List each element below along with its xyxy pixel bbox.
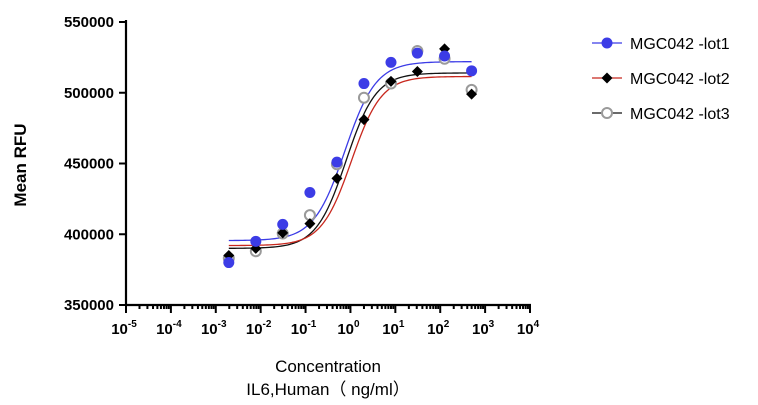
plot-area xyxy=(222,43,478,269)
data-point-lot1 xyxy=(385,56,397,68)
data-point-lot3 xyxy=(357,91,370,104)
legend-marker xyxy=(601,107,613,119)
x-tick-label: 10-5 xyxy=(111,319,137,338)
data-point-lot1 xyxy=(223,257,235,269)
x-axis-label-line2: IL6,Human（ ng/ml） xyxy=(246,380,409,399)
data-point-lot2 xyxy=(304,218,316,230)
x-tick-label: 101 xyxy=(382,319,405,338)
x-tick-label: 10-1 xyxy=(291,319,317,338)
y-tick-label: 400000 xyxy=(64,226,114,243)
legend-marker xyxy=(601,37,613,49)
x-tick-label: 10-2 xyxy=(246,319,272,338)
y-tick-label: 500000 xyxy=(64,85,114,102)
x-ticks: 10-5 10-4 10-3 10-2 10-1 100 101 102 103 104 xyxy=(111,305,540,338)
x-tick-label: 103 xyxy=(472,319,495,338)
x-tick-label: 100 xyxy=(337,319,360,338)
y-tick-label: 550000 xyxy=(64,14,114,31)
legend-label: MGC042 -lot2 xyxy=(630,71,730,88)
data-point-lot2 xyxy=(277,227,289,239)
legend-label: MGC042 -lot3 xyxy=(630,106,730,123)
y-tick-label: 450000 xyxy=(64,156,114,173)
data-point-lot2 xyxy=(411,66,423,78)
data-point-lot2 xyxy=(358,114,370,126)
data-point-lot1 xyxy=(411,47,423,59)
data-point-lot2 xyxy=(331,172,343,184)
data-point-lot1 xyxy=(331,156,343,168)
legend-label: MGC042 -lot1 xyxy=(630,36,730,53)
axes xyxy=(124,20,531,307)
x-tick-label: 10-4 xyxy=(156,319,182,338)
y-ticks: 350000 400000 450000 500000 550000 xyxy=(64,14,126,314)
data-point-lot1 xyxy=(466,65,478,77)
x-tick-label: 10-3 xyxy=(201,319,227,338)
y-tick-label: 350000 xyxy=(64,297,114,314)
legend-marker xyxy=(601,72,613,84)
legend: MGC042 -lot1 MGC042 -lot2 MGC042 -lot3 xyxy=(592,36,730,123)
fit-curve-3 xyxy=(228,72,472,249)
data-point-lot1 xyxy=(304,187,316,199)
data-point-lot1 xyxy=(250,235,262,247)
x-tick-label: 102 xyxy=(427,319,450,338)
data-point-lot2 xyxy=(466,88,478,100)
fit-curve-2 xyxy=(228,75,472,247)
fit-curve-1 xyxy=(228,61,472,242)
data-point-lot2 xyxy=(385,75,397,87)
data-point-lot1 xyxy=(277,218,289,230)
x-axis-label-line1: Concentration xyxy=(275,357,381,376)
data-point-lot1 xyxy=(358,78,370,90)
data-point-lot1 xyxy=(439,50,451,62)
x-tick-label: 104 xyxy=(517,319,540,338)
y-axis-label: Mean RFU xyxy=(11,123,30,206)
